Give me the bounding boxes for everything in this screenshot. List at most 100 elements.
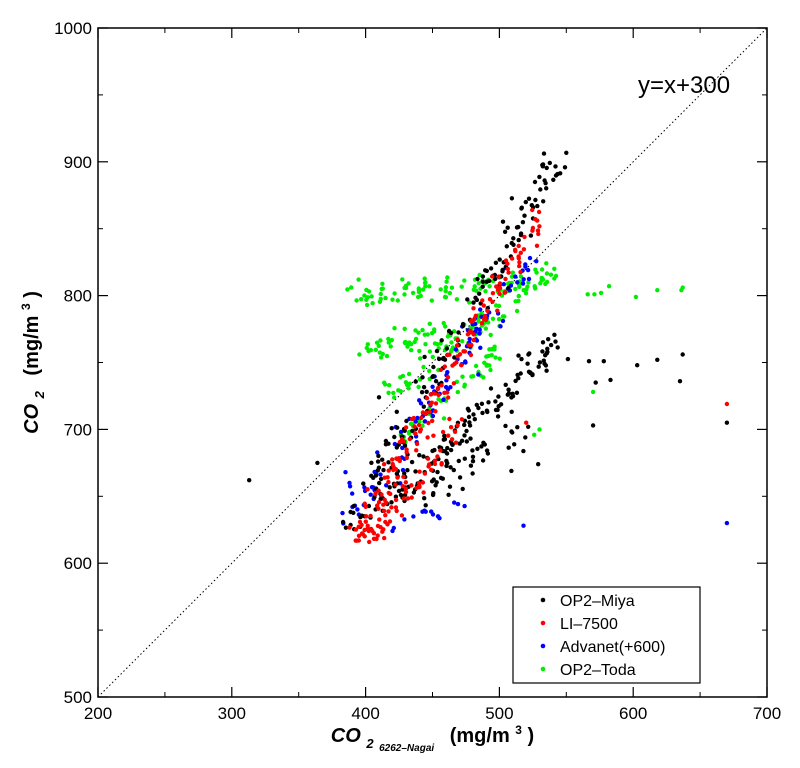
data-point — [388, 491, 393, 497]
data-point — [484, 362, 490, 367]
data-point — [409, 348, 414, 353]
data-point — [514, 308, 520, 314]
data-point — [476, 372, 481, 377]
data-point — [538, 187, 543, 192]
data-point — [417, 469, 422, 474]
data-point — [376, 453, 381, 459]
data-point — [526, 352, 531, 357]
data-point — [390, 528, 395, 534]
data-point — [456, 330, 461, 335]
data-point — [459, 417, 465, 422]
data-point — [435, 514, 441, 519]
x-axis-title-sub2: 6262–Nagai — [379, 743, 434, 754]
data-point — [420, 480, 426, 485]
data-point — [438, 287, 443, 292]
data-point — [345, 287, 350, 292]
data-point — [364, 297, 369, 302]
data-point — [535, 203, 540, 209]
data-point — [402, 517, 407, 522]
data-point — [382, 475, 387, 480]
data-point — [365, 342, 370, 347]
data-point — [532, 432, 537, 437]
data-point — [364, 514, 369, 519]
data-point — [518, 231, 524, 236]
legend-marker — [540, 620, 546, 626]
data-point — [452, 500, 457, 505]
plot-area: 200 300 400 500 600 700 500 600 700 800 900 1000 — [54, 19, 781, 723]
data-point — [440, 356, 446, 361]
data-point — [460, 374, 465, 379]
data-point — [454, 297, 460, 302]
data-point — [526, 196, 532, 201]
data-point — [534, 270, 539, 275]
data-point — [523, 291, 529, 296]
data-point — [402, 471, 407, 476]
data-point — [545, 346, 550, 351]
data-point — [432, 461, 438, 467]
data-point — [247, 478, 252, 483]
data-point — [392, 434, 397, 440]
data-point — [444, 279, 449, 284]
data-point — [417, 348, 422, 354]
data-point — [445, 390, 450, 395]
data-point — [377, 350, 382, 355]
data-point — [655, 357, 660, 362]
data-point — [441, 397, 446, 402]
data-point — [516, 237, 521, 243]
data-point — [529, 203, 534, 208]
data-point — [447, 290, 452, 296]
data-point — [461, 349, 466, 354]
data-point — [421, 385, 427, 390]
data-point — [402, 340, 408, 346]
data-point — [500, 219, 506, 224]
data-point — [390, 297, 395, 302]
data-point — [392, 326, 397, 331]
data-point — [530, 207, 535, 213]
data-point — [635, 363, 640, 368]
data-point — [447, 484, 453, 489]
data-point — [432, 391, 438, 396]
data-point — [502, 229, 508, 234]
data-point — [552, 332, 557, 337]
data-point — [426, 464, 431, 469]
data-point — [442, 437, 448, 442]
data-point — [403, 486, 409, 491]
data-point — [497, 257, 502, 262]
data-point — [481, 303, 486, 308]
data-point — [392, 291, 397, 296]
data-point — [527, 255, 533, 261]
y-tick-label: 800 — [64, 287, 92, 306]
data-point — [483, 326, 488, 331]
data-point — [471, 412, 476, 417]
data-point — [504, 244, 509, 249]
data-point — [510, 391, 515, 396]
data-point — [562, 165, 568, 170]
data-point — [433, 409, 438, 414]
data-point — [540, 340, 546, 345]
data-point — [521, 448, 526, 454]
data-point — [409, 483, 414, 488]
data-point — [433, 401, 439, 406]
data-point — [382, 382, 388, 387]
data-point — [383, 295, 388, 301]
data-point — [355, 507, 360, 512]
data-point — [394, 471, 400, 476]
data-point — [489, 274, 495, 279]
data-point — [452, 429, 458, 434]
data-point — [351, 503, 356, 509]
data-point — [446, 433, 451, 438]
data-point — [488, 367, 493, 373]
data-point — [455, 389, 460, 395]
data-point — [471, 337, 476, 343]
data-point — [371, 475, 376, 480]
data-point — [486, 400, 491, 405]
data-point — [402, 443, 408, 448]
data-point — [543, 181, 548, 186]
data-point — [381, 462, 387, 467]
data-point — [468, 352, 474, 358]
data-point — [374, 340, 380, 345]
data-point — [413, 469, 418, 474]
data-point — [396, 488, 402, 494]
data-point — [435, 385, 441, 391]
data-point — [378, 291, 383, 297]
